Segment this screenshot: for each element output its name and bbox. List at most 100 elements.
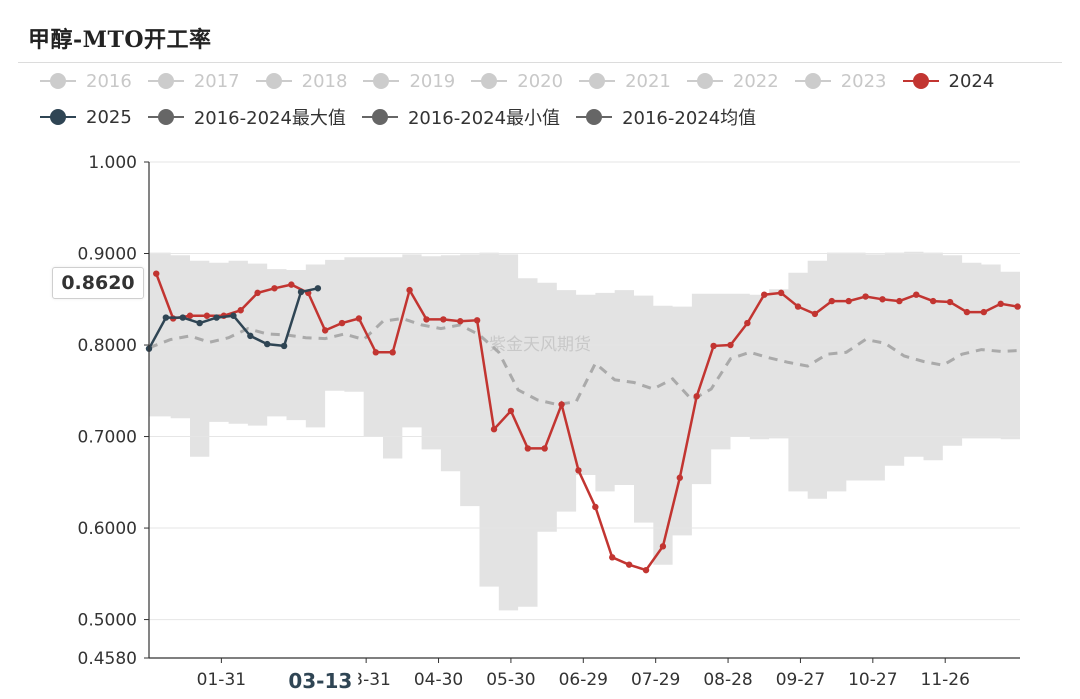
series-2025-point [264, 340, 271, 348]
legend-marker-icon [363, 73, 400, 89]
y-tick-label: 0.4580 [78, 649, 137, 669]
legend-label: 2025 [86, 106, 132, 128]
x-tick-label: 01-31 [197, 670, 246, 690]
series-2024-point [845, 297, 852, 305]
legend-label: 2017 [193, 70, 240, 92]
series-2024-point [288, 281, 295, 288]
legend-item[interactable]: 2024 [901, 70, 995, 92]
series-2025-point [179, 314, 186, 321]
y-tick-label: 1.000 [88, 153, 137, 173]
series-2024-point [659, 543, 667, 550]
legend-item[interactable]: 2016 [38, 71, 132, 92]
legend-marker-icon [147, 73, 184, 89]
series-2024-point [592, 503, 599, 511]
legend-item[interactable]: 2019 [361, 71, 455, 92]
series-2024-point [524, 445, 532, 452]
series-2024-point [727, 341, 734, 349]
series-2024-line [155, 273, 1018, 572]
x-tick-label: 10-27 [848, 670, 897, 690]
series-2024-point [693, 393, 700, 400]
legend-marker-icon [576, 109, 613, 125]
series-2024-point [490, 426, 498, 433]
mean-series-line [148, 316, 1021, 407]
legend-label: 2016-2024均值 [622, 108, 757, 129]
legend-marker-icon [361, 109, 398, 125]
legend-label: 2021 [625, 70, 671, 92]
series-2024-point [186, 312, 194, 319]
series-2024-point [321, 327, 329, 334]
series-2024-point [642, 566, 650, 574]
series-2024-point [271, 285, 278, 292]
legend-item[interactable]: 2020 [469, 71, 563, 92]
series-2024-point [507, 407, 515, 415]
watermark: 紫金天风期货 [489, 335, 591, 355]
series-2024-point [203, 312, 211, 319]
series-2024-point [473, 317, 481, 324]
x-tick-label: 11-26 [921, 670, 970, 690]
series-2024-point [896, 297, 903, 305]
legend-label: 2016-2024最大值 [193, 108, 346, 129]
series-2024-point [794, 303, 802, 310]
series-2024-point [761, 291, 768, 298]
series-2024-point [946, 298, 954, 306]
legend-item[interactable]: 2016-2024均值 [574, 104, 756, 130]
series-2024-point [406, 286, 413, 294]
legend-item[interactable]: 2022 [685, 71, 779, 92]
x-axis-pointer-bg [282, 664, 359, 694]
x-tick-label: 09-27 [776, 670, 825, 690]
y-tick-label: 0.6000 [78, 519, 137, 539]
series-2024-point [710, 342, 717, 350]
series-2024-point [997, 300, 1004, 308]
series-2024-point [558, 401, 565, 408]
y-tick-label: 0.9000 [78, 245, 137, 265]
series-2024-point [423, 316, 430, 323]
legend-row: 2016 2017 2018 2019 2020 2021 2022 2023 2024 [38, 68, 1048, 94]
series-2024-point [1014, 303, 1021, 310]
series-2024-point [153, 270, 160, 277]
series-2025-point [314, 285, 322, 292]
legend-label: 2019 [409, 70, 456, 92]
series-2024-point [355, 315, 363, 322]
title-divider [18, 62, 1062, 63]
legend-label: 2022 [732, 70, 779, 92]
series-2024-point [811, 310, 819, 318]
chart-title: 甲醇-MTO开工率 [28, 27, 212, 53]
x-tick-label: 06-29 [559, 670, 608, 690]
y-tick-label: 0.7000 [78, 428, 137, 448]
x-tick-label: 04-30 [414, 670, 463, 690]
series-2025-point [162, 314, 170, 321]
series-2024-point [457, 318, 464, 325]
legend-label: 2016-2024最小值 [407, 108, 561, 129]
legend-item[interactable]: 2016-2024最大值 [146, 104, 346, 130]
series-2024-point [609, 554, 616, 561]
legend-label: 2023 [840, 70, 887, 92]
series-2024-point [440, 316, 447, 323]
series-2024-point [541, 445, 548, 452]
legend-item[interactable]: 2016-2024最小值 [360, 104, 560, 130]
series-2025-point [247, 332, 254, 340]
legend-item[interactable]: 2017 [146, 71, 240, 92]
series-2025-point [280, 342, 288, 350]
legend-marker-icon [579, 73, 616, 89]
legend-marker-icon [147, 109, 184, 125]
x-tick-label: 07-29 [631, 670, 680, 690]
legend-item[interactable]: 2023 [793, 71, 887, 92]
legend-item[interactable]: 2021 [577, 71, 671, 92]
series-2024-point [575, 467, 582, 474]
legend-label: 2024 [948, 70, 995, 92]
y-tick-label: 0.8000 [78, 336, 137, 356]
x-axis-pointer-label: 03-13 [288, 669, 352, 693]
legend-row: 2025 2016-2024最大值 2016-2024最小值 2016-2024均值 [38, 104, 1048, 130]
legend-item[interactable]: 2025 [38, 107, 132, 128]
series-2025-point [196, 319, 203, 327]
series-2024-point [862, 293, 869, 300]
legend-item[interactable]: 2018 [254, 70, 348, 92]
legend-marker-icon [255, 73, 292, 89]
series-2024-point [676, 474, 684, 481]
series-2024-point [389, 349, 396, 356]
legend-marker-icon [40, 73, 76, 89]
legend-label: 2018 [301, 70, 348, 92]
series-2024-point [625, 561, 633, 568]
series-2024-point [980, 308, 988, 316]
